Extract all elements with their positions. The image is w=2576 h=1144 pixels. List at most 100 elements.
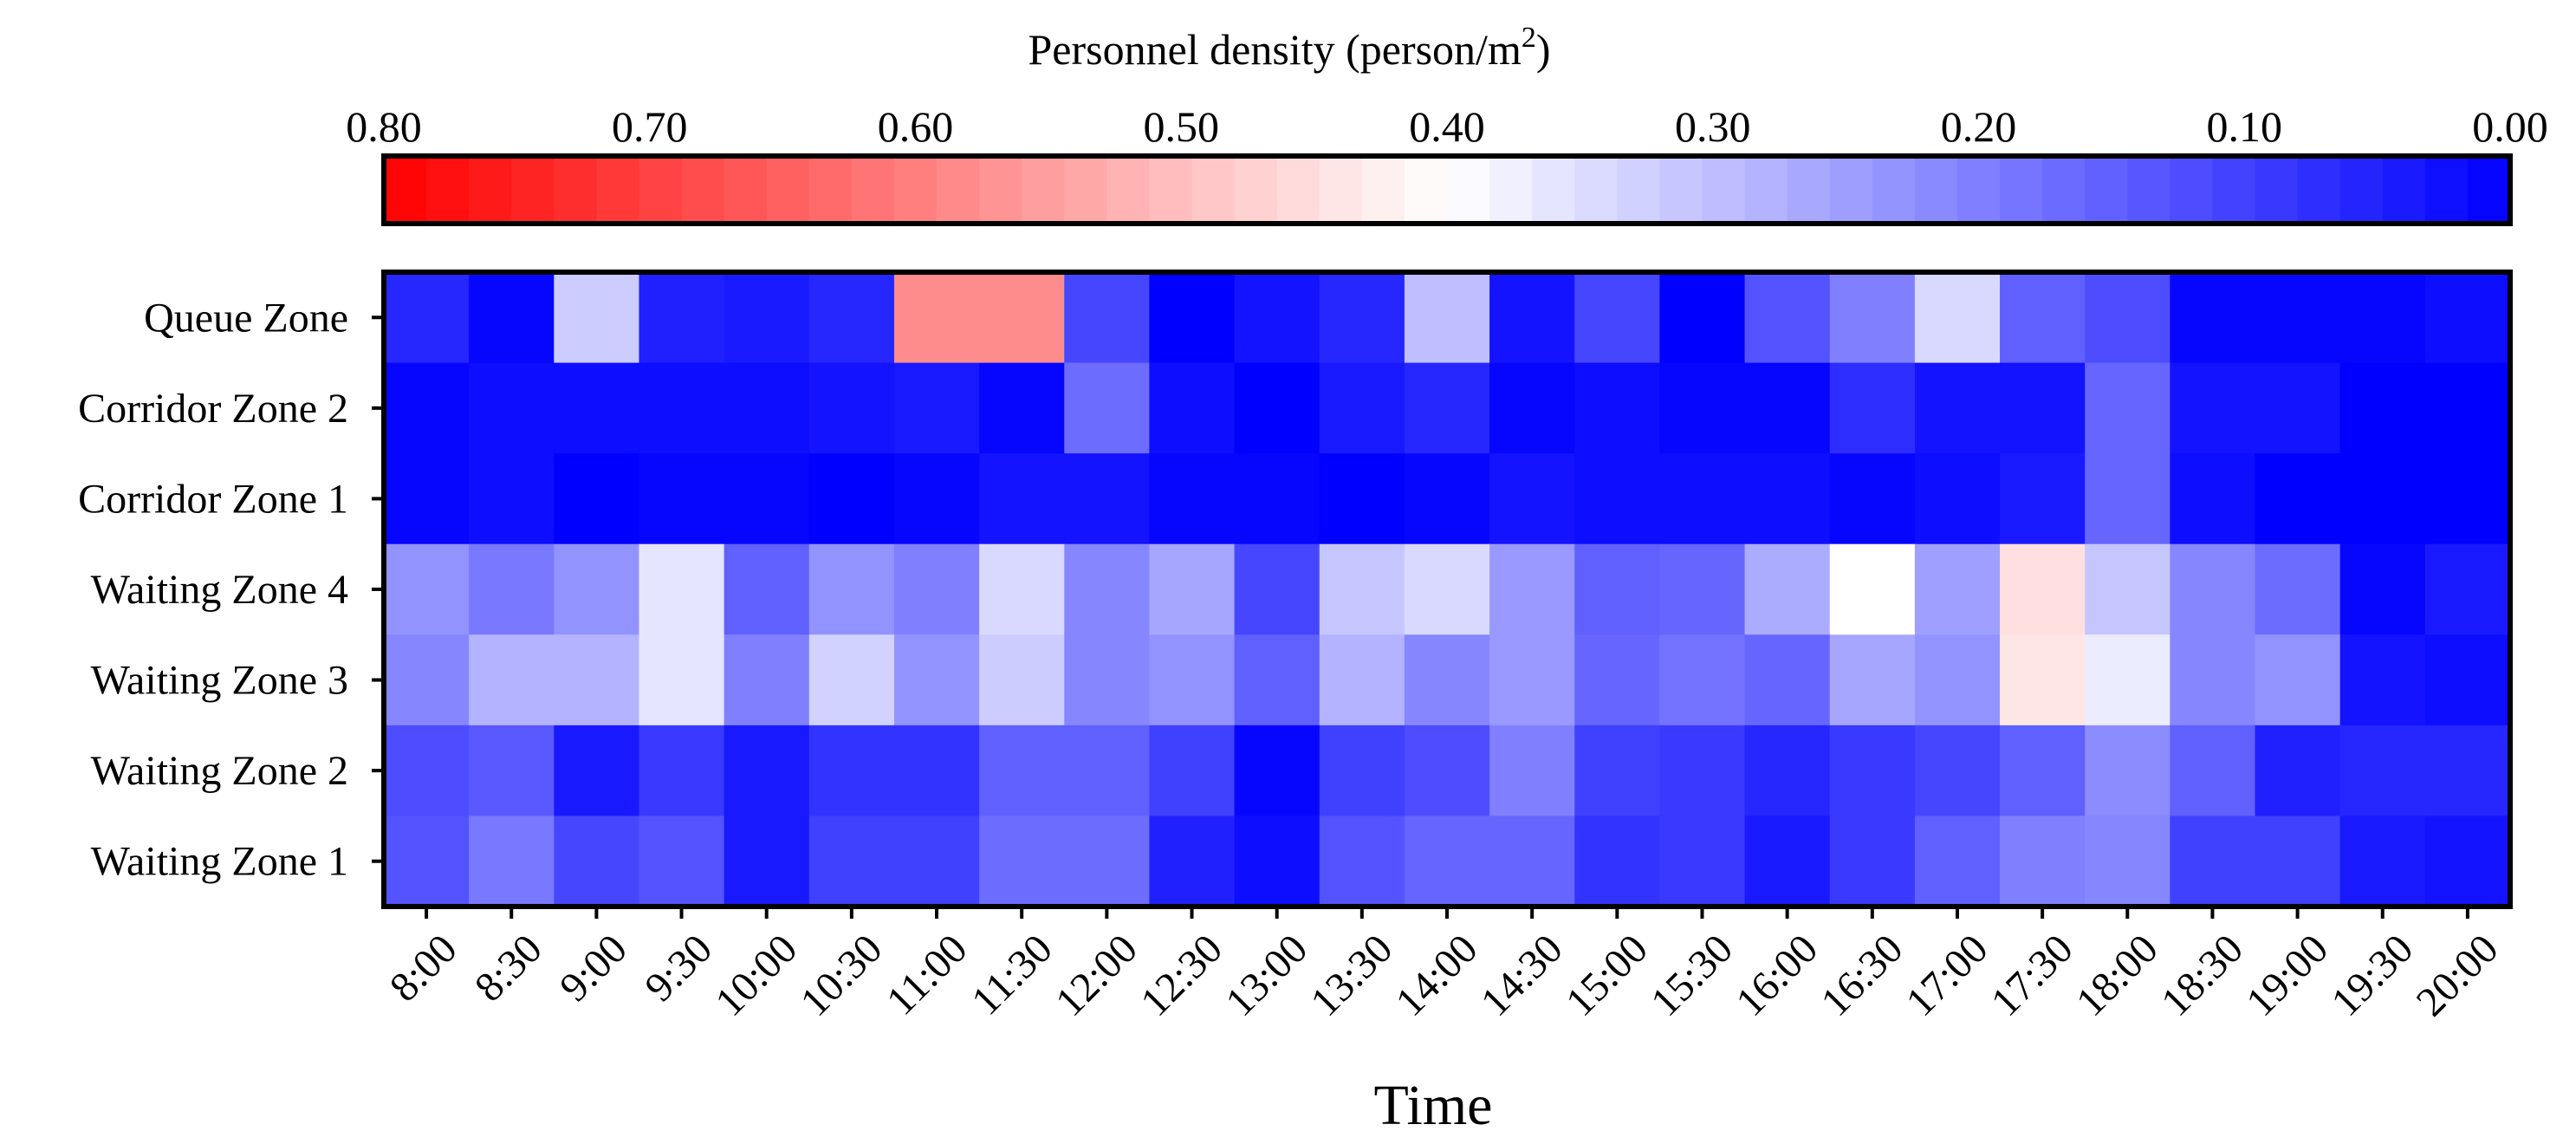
heatmap-cell: [723, 816, 810, 907]
colorbar-segment: [1744, 156, 1788, 224]
heatmap-cell: [1489, 362, 1575, 454]
heatmap-cell: [1489, 453, 1575, 545]
heatmap-cell: [2085, 816, 2170, 907]
heatmap-cell: [1489, 272, 1575, 364]
colorbar-segment: [2467, 156, 2511, 224]
heatmap-cell: [1659, 453, 1746, 545]
heatmap-cell: [1234, 272, 1320, 364]
heatmap-cell: [384, 816, 470, 907]
heatmap-cell: [1659, 362, 1746, 454]
heatmap-cell: [1234, 634, 1320, 726]
heatmap-cell: [2000, 453, 2086, 545]
heatmap-cell: [893, 362, 980, 454]
heatmap-cell: [2085, 634, 2170, 726]
heatmap-cell: [2085, 272, 2170, 364]
heatmap-cell: [1914, 543, 2001, 635]
colorbar-segment: [1149, 156, 1193, 224]
colorbar-segment: [2382, 156, 2426, 224]
heatmap-cell: [384, 362, 470, 454]
heatmap-cell: [1829, 453, 1916, 545]
heatmap-cell: [1149, 543, 1236, 635]
heatmap-cell: [1574, 634, 1660, 726]
heatmap-cell: [1319, 272, 1405, 364]
colorbar-segment: [2255, 156, 2299, 224]
colorbar-frame: [381, 153, 2513, 226]
x-tick-label: 18:00: [2067, 926, 2167, 1025]
heatmap-cell: [1489, 816, 1575, 907]
heatmap-cell: [2170, 634, 2256, 726]
heatmap-cell: [723, 272, 810, 364]
heatmap-cell: [1914, 362, 2001, 454]
colorbar-title-superscript: 2: [1522, 22, 1536, 54]
heatmap-cell: [554, 453, 640, 545]
heatmap-cell: [2170, 816, 2256, 907]
heatmap-cell: [2339, 362, 2426, 454]
heatmap-cell: [1744, 543, 1831, 635]
colorbar-title: Personnel density (person/m2): [1028, 22, 1550, 74]
x-tick-label: 15:30: [1642, 926, 1742, 1025]
colorbar-segment: [937, 156, 980, 224]
x-tick-label: 18:30: [2152, 926, 2252, 1025]
heatmap-cell: [1574, 816, 1660, 907]
colorbar-segment: [1319, 156, 1363, 224]
heatmap-cell: [1744, 272, 1831, 364]
x-tick-label: 13:30: [1302, 926, 1402, 1025]
colorbar-title-main: Personnel density (person/m: [1028, 25, 1521, 74]
heatmap-cell: [1064, 362, 1151, 454]
heatmap-cell: [1319, 816, 1405, 907]
heatmap-cell: [554, 272, 640, 364]
heatmap-cell: [1149, 453, 1236, 545]
heatmap-cell: [1659, 543, 1746, 635]
heatmap-cell: [554, 725, 640, 817]
heatmap-cell: [808, 816, 895, 907]
x-tick-label: 9:00: [551, 926, 636, 1011]
colorbar-segment: [2424, 156, 2469, 224]
heatmap-cell: [723, 543, 810, 635]
heatmap-cell: [1404, 453, 1490, 545]
heatmap-cell: [1234, 362, 1320, 454]
heatmap-cell: [469, 816, 555, 907]
heatmap-cell: [2170, 272, 2256, 364]
heatmap-cell: [1064, 725, 1151, 817]
heatmap-cell: [1829, 725, 1916, 817]
colorbar-segment: [469, 156, 512, 224]
colorbar-segment: [1787, 156, 1831, 224]
heatmap-cell: [1149, 725, 1236, 817]
x-tick-label: 10:30: [792, 926, 892, 1025]
y-tick-label: Waiting Zone 4: [91, 567, 348, 613]
heatmap-cell: [1829, 543, 1916, 635]
heatmap-cell: [1914, 453, 2001, 545]
heatmap-cell: [1574, 272, 1660, 364]
x-tick-label: 15:00: [1557, 926, 1657, 1025]
x-tick-label: 14:00: [1387, 926, 1487, 1025]
colorbar: [381, 153, 2513, 226]
colorbar-segment: [1276, 156, 1320, 224]
heatmap-cell: [2424, 634, 2511, 726]
heatmap-cell: [2424, 816, 2511, 907]
heatmap-cell: [2255, 453, 2341, 545]
heatmap-cell: [808, 543, 895, 635]
heatmap-cell: [723, 453, 810, 545]
colorbar-segment: [1574, 156, 1618, 224]
heatmap-cell: [979, 725, 1065, 817]
colorbar-segment: [1361, 156, 1405, 224]
heatmap-cell: [384, 453, 470, 545]
y-tick-label: Queue Zone: [144, 295, 348, 341]
colorbar-segment: [2297, 156, 2341, 224]
x-tick-label: 14:30: [1472, 926, 1572, 1025]
heatmap-cell: [2255, 725, 2341, 817]
heatmap-cell: [979, 272, 1065, 364]
heatmap-cell: [1319, 543, 1405, 635]
colorbar-segment: [2170, 156, 2214, 224]
heatmap-cell: [1829, 272, 1916, 364]
heatmap-cell: [1319, 362, 1405, 454]
x-tick-label: 9:30: [636, 926, 721, 1011]
heatmap-cell: [554, 543, 640, 635]
heatmap-cell: [1319, 725, 1405, 817]
x-tick-label: 19:30: [2322, 926, 2422, 1025]
colorbar-segment: [1617, 156, 1660, 224]
y-axis-labels: Queue Zone Corridor Zone 2 Corridor Zone 1…: [78, 295, 384, 885]
heatmap-cell: [2000, 634, 2086, 726]
colorbar-segment: [1702, 156, 1746, 224]
